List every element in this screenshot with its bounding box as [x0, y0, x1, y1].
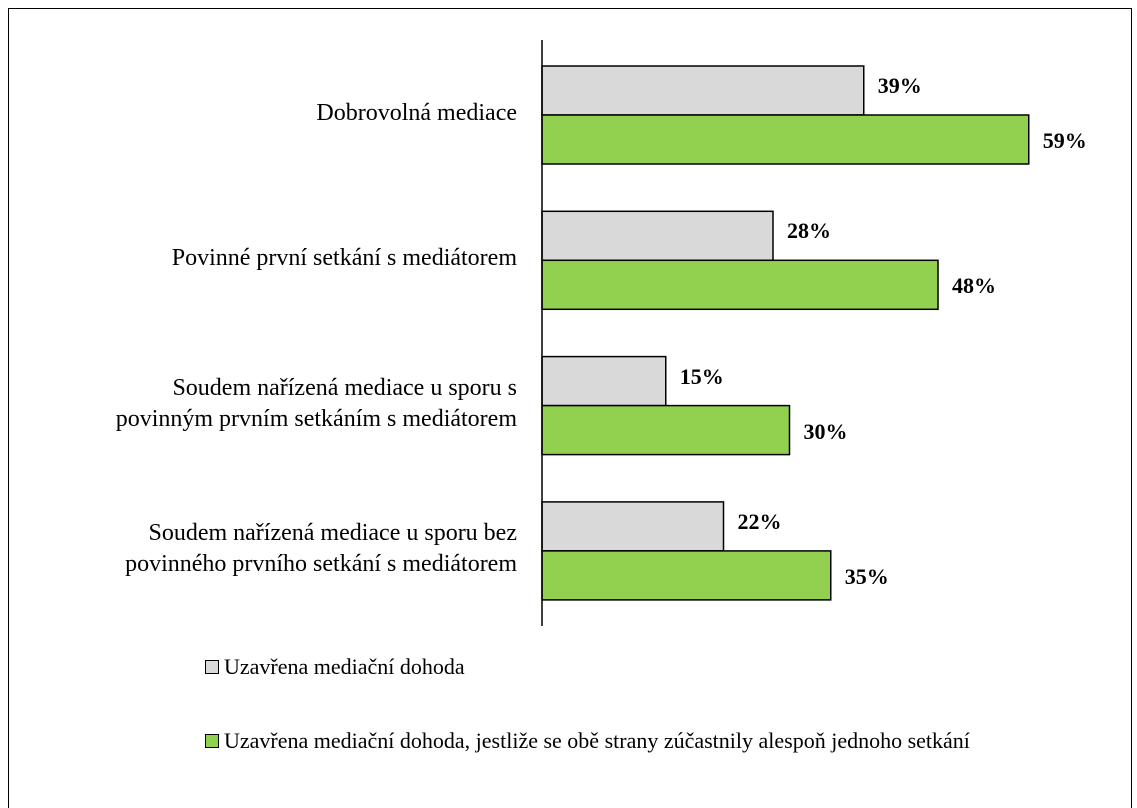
value-label: 35%: [844, 563, 889, 589]
frame: [8, 8, 1132, 808]
value-label: 39%: [877, 73, 922, 98]
legend-swatch: [205, 660, 219, 674]
value-label: 48%: [952, 273, 996, 299]
category-label: Soudem nařízená mediace u sporu bez povi…: [125, 519, 517, 577]
legend-swatch: [205, 734, 219, 748]
bar: [541, 114, 1030, 165]
page: {"chart_data": {"type": "bar", "orientat…: [8, 8, 1132, 808]
category-label: Soudem nařízená mediace u sporu s povinn…: [115, 374, 517, 432]
value-label: 28%: [787, 218, 831, 244]
bar: [541, 355, 667, 407]
value-label: 59%: [1042, 128, 1087, 153]
category-label: Povinné první setkání s mediátorem: [171, 244, 517, 271]
legend-label: Uzavřena mediační dohoda: [224, 654, 465, 679]
bar: [541, 65, 865, 116]
category-label: Dobrovolná mediace: [316, 99, 517, 126]
bar: [541, 404, 791, 456]
chart: [541, 40, 1030, 626]
bar: [541, 210, 774, 262]
bar: [541, 259, 939, 311]
bar: [541, 550, 832, 601]
bar: [541, 501, 725, 552]
value-label: 30%: [803, 418, 848, 444]
value-label: 22%: [737, 508, 782, 534]
legend-label: Uzavřena mediační dohoda, jestliže se ob…: [224, 728, 970, 753]
value-label: 15%: [679, 363, 724, 389]
